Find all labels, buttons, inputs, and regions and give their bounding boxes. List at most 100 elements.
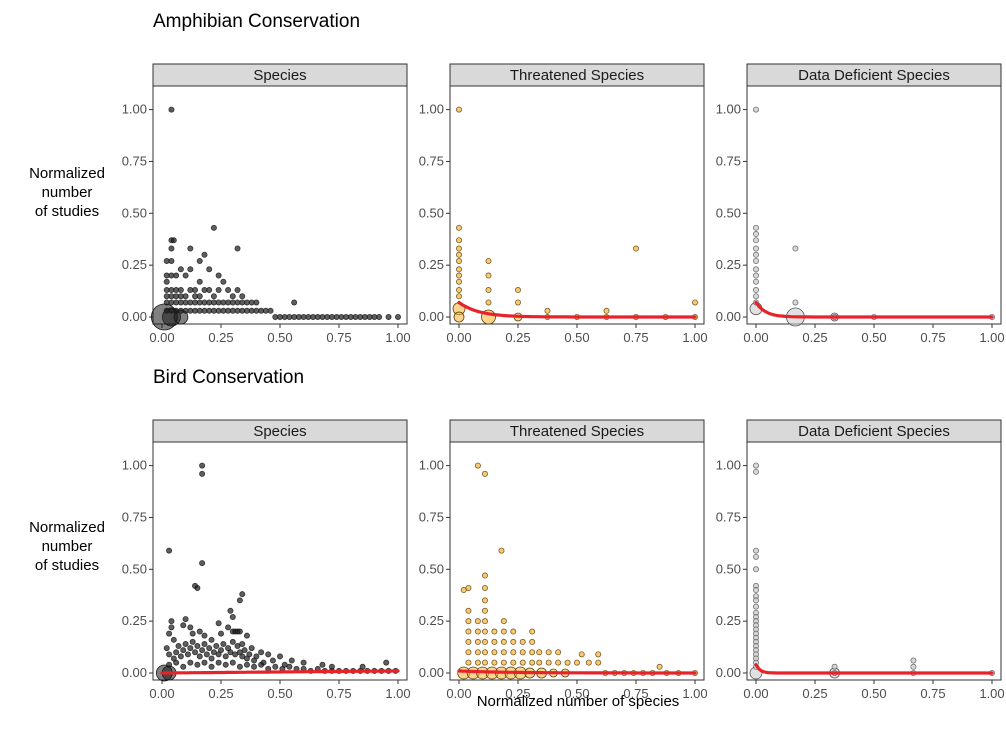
data-point	[910, 663, 917, 670]
x-tick-label: 0.50	[564, 330, 589, 345]
data-point	[753, 603, 760, 610]
x-tick-label: 0.75	[623, 686, 648, 701]
data-point	[753, 231, 760, 238]
y-tick-label: 0.75	[716, 509, 741, 524]
data-point	[189, 638, 196, 645]
x-tick-label: 1.00	[682, 330, 707, 345]
data-point	[500, 618, 507, 625]
y-tick-label: 0.50	[122, 205, 147, 220]
data-point	[753, 587, 760, 594]
x-tick-label: 0.25	[505, 686, 530, 701]
data-point	[215, 287, 222, 294]
data-point	[753, 272, 760, 279]
data-point	[481, 659, 488, 666]
data-point	[753, 293, 760, 300]
data-point	[455, 251, 462, 258]
data-point	[585, 659, 592, 666]
data-point	[199, 462, 206, 469]
data-point	[229, 614, 236, 621]
data-point	[474, 649, 481, 656]
data-point	[510, 649, 517, 656]
data-point	[234, 643, 241, 650]
data-point	[163, 278, 170, 285]
x-tick-label: 0.25	[802, 330, 827, 345]
data-point	[192, 287, 199, 294]
y-tick-label: 0.50	[419, 205, 444, 220]
data-point	[243, 661, 250, 668]
y-axis-title-line: Normalized	[29, 519, 105, 536]
x-tick-label: 0.25	[505, 330, 530, 345]
y-tick-label: 1.00	[419, 458, 444, 473]
data-point	[474, 638, 481, 645]
data-point	[217, 647, 224, 654]
data-point	[229, 638, 236, 645]
facet-panel: Data Deficient Species 0.00 0.25 0.50 0.75 1.…	[716, 419, 1005, 701]
data-point	[166, 630, 173, 637]
data-point	[239, 591, 246, 598]
data-point	[236, 663, 243, 670]
data-point	[196, 628, 203, 635]
x-tick-label: 1.00	[682, 686, 707, 701]
data-point	[177, 287, 184, 294]
data-point	[536, 649, 543, 656]
data-point	[481, 572, 488, 579]
x-tick-label: 0.75	[326, 330, 351, 345]
x-tick-label: 0.50	[267, 686, 292, 701]
facet-panel: Species 0.00 0.25 0.50 0.75 1.00 0.00 0.25 0.50 0…	[122, 419, 411, 701]
data-point	[544, 307, 551, 314]
data-point	[455, 266, 462, 273]
data-point	[288, 657, 295, 664]
y-tick-label: 1.00	[122, 458, 147, 473]
data-point	[201, 659, 208, 666]
data-point	[225, 624, 232, 631]
data-point	[208, 655, 215, 662]
data-point	[529, 628, 536, 635]
data-point	[491, 659, 498, 666]
trend-line	[457, 669, 697, 675]
data-point	[236, 597, 243, 604]
x-tick-label: 1.00	[385, 686, 410, 701]
x-tick-label: 0.25	[208, 686, 233, 701]
data-point	[187, 624, 194, 631]
data-point	[500, 659, 507, 666]
data-point	[239, 293, 246, 300]
data-point	[251, 663, 258, 670]
x-tick-label: 0.00	[149, 330, 174, 345]
y-tick-label: 0.50	[122, 561, 147, 576]
x-tick-label: 0.50	[267, 330, 292, 345]
data-point	[222, 653, 229, 660]
facet-panel: Data Deficient Species 0.00 0.25 0.50 0.75 1.…	[716, 63, 1005, 345]
data-point	[210, 293, 217, 300]
y-axis-title-line: number	[42, 184, 93, 201]
data-point	[168, 106, 175, 113]
y-tick-label: 0.75	[122, 509, 147, 524]
data-point	[481, 628, 488, 635]
data-point	[536, 659, 543, 666]
y-tick-label: 0.75	[419, 509, 444, 524]
y-axis-title-top: Normalized number of studies	[29, 165, 105, 220]
x-tick-label: 0.75	[920, 330, 945, 345]
data-point	[180, 647, 187, 654]
data-point	[529, 659, 536, 666]
data-point	[199, 470, 206, 477]
y-axis-title-line: number	[42, 538, 93, 555]
data-point	[234, 287, 241, 294]
data-point	[199, 560, 206, 567]
data-point	[455, 293, 462, 300]
data-point	[194, 584, 201, 591]
data-point	[474, 628, 481, 635]
data-point	[187, 266, 194, 273]
data-point	[177, 266, 184, 273]
data-point	[300, 659, 307, 666]
data-point	[206, 266, 213, 273]
data-point	[753, 245, 760, 252]
data-point	[215, 272, 222, 279]
data-point	[555, 659, 562, 666]
plot-area	[746, 441, 1002, 681]
data-point	[753, 462, 760, 469]
data-point	[545, 659, 552, 666]
data-point	[196, 278, 203, 285]
data-point	[491, 649, 498, 656]
data-point	[519, 659, 526, 666]
data-point	[753, 278, 760, 285]
